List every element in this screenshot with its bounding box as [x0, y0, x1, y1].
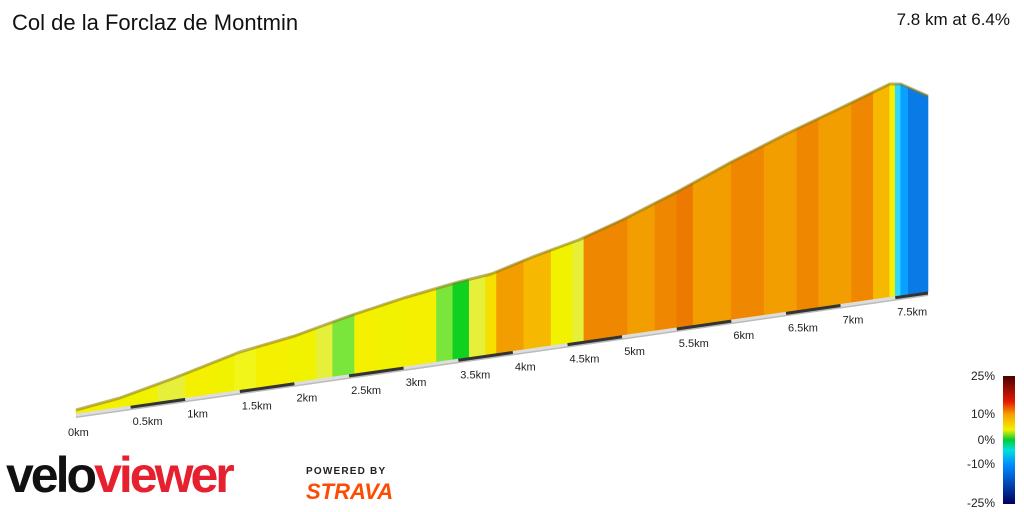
logo-part-velo: velo	[6, 447, 97, 503]
gradient-segment	[900, 83, 909, 297]
axis-block	[130, 397, 186, 409]
gradient-segment	[403, 287, 437, 368]
veloviewer-logo: veloviewer	[6, 447, 235, 503]
distance-axis	[75, 291, 929, 418]
tick-label: 5km	[624, 346, 645, 358]
tick-label: 1.5km	[242, 401, 272, 413]
tick-label: 2.5km	[351, 385, 381, 397]
profile-top-edge	[75, 82, 929, 412]
tick-label: 7km	[843, 315, 864, 327]
axis-block	[403, 358, 459, 370]
gradient-segment	[485, 271, 497, 356]
distance-tick-labels: 0km 0.5km 1km 1.5km 2km 2.5km 3km 3.5km 4km 4.5km…	[68, 307, 927, 439]
legend-label: -25%	[967, 496, 995, 510]
profile-rim	[75, 82, 929, 412]
powered-by-label: POWERED BY	[306, 466, 387, 477]
tick-label: 3km	[406, 377, 427, 389]
tick-label: 5.5km	[679, 338, 709, 350]
tick-label: 1km	[187, 408, 208, 420]
gradient-segment	[436, 283, 454, 363]
gradient-legend: 25% 10% 0% -10% -25%	[967, 369, 1015, 510]
gradient-legend-bar	[1003, 376, 1015, 504]
axis-block	[676, 319, 732, 331]
gradient-segment	[676, 182, 694, 329]
axis-block	[185, 390, 241, 401]
axis-block	[512, 343, 568, 354]
axis-block	[785, 304, 841, 315]
gradient-segment	[496, 260, 525, 355]
legend-label: 10%	[971, 407, 995, 421]
axis-block	[294, 374, 350, 386]
gradient-segments	[75, 83, 929, 415]
gradient-segment	[851, 91, 874, 304]
gradient-segment	[796, 117, 820, 312]
tick-label: 6.5km	[788, 322, 818, 334]
gradient-segment	[452, 278, 470, 361]
legend-label: -10%	[967, 457, 995, 471]
axis-block	[75, 405, 131, 417]
axis-block	[239, 382, 295, 394]
gradient-segment	[550, 241, 574, 347]
axis-block	[895, 291, 929, 300]
tick-label: 3.5km	[460, 369, 490, 381]
gradient-segment	[627, 202, 656, 336]
profile-title: Col de la Forclaz de Montmin	[12, 10, 299, 35]
gradient-segment	[654, 191, 678, 332]
gradient-segment	[354, 306, 377, 375]
tick-label: 7.5km	[897, 307, 927, 319]
axis-block	[348, 366, 404, 378]
tick-label: 0.5km	[133, 416, 163, 428]
axis-shadow	[75, 294, 929, 418]
axis-block	[567, 335, 623, 347]
gradient-segment	[873, 83, 891, 301]
tick-label: 4km	[515, 361, 536, 373]
gradient-segment	[818, 102, 852, 308]
gradient-segment	[332, 313, 355, 378]
legend-label: 25%	[971, 369, 995, 383]
gradient-segment	[316, 321, 333, 380]
gradient-segment	[763, 128, 798, 316]
axis-block	[458, 350, 514, 362]
gradient-segment	[894, 83, 901, 298]
strava-badge: POWERED BY STRAVA	[306, 466, 393, 505]
gradient-segment	[468, 274, 486, 359]
gradient-segment	[889, 83, 896, 298]
gradient-segment	[523, 249, 552, 351]
axis-block	[731, 311, 787, 323]
tick-label: 6km	[733, 330, 754, 342]
logo-part-viewer: viewer	[94, 447, 235, 503]
strava-logo: STRAVA	[306, 479, 394, 504]
gradient-segment	[692, 161, 732, 326]
gradient-segment	[731, 144, 765, 321]
gradient-segment	[908, 86, 929, 296]
legend-label: 0%	[978, 433, 996, 447]
tick-label: 4.5km	[570, 354, 600, 366]
gradient-segment	[376, 297, 404, 372]
axis-block	[621, 327, 677, 339]
tick-label: 2km	[297, 393, 318, 405]
tick-label: 0km	[68, 427, 89, 439]
gradient-segment	[572, 237, 585, 344]
climb-summary: 7.8 km at 6.4%	[896, 10, 1010, 29]
axis-block	[840, 296, 896, 307]
